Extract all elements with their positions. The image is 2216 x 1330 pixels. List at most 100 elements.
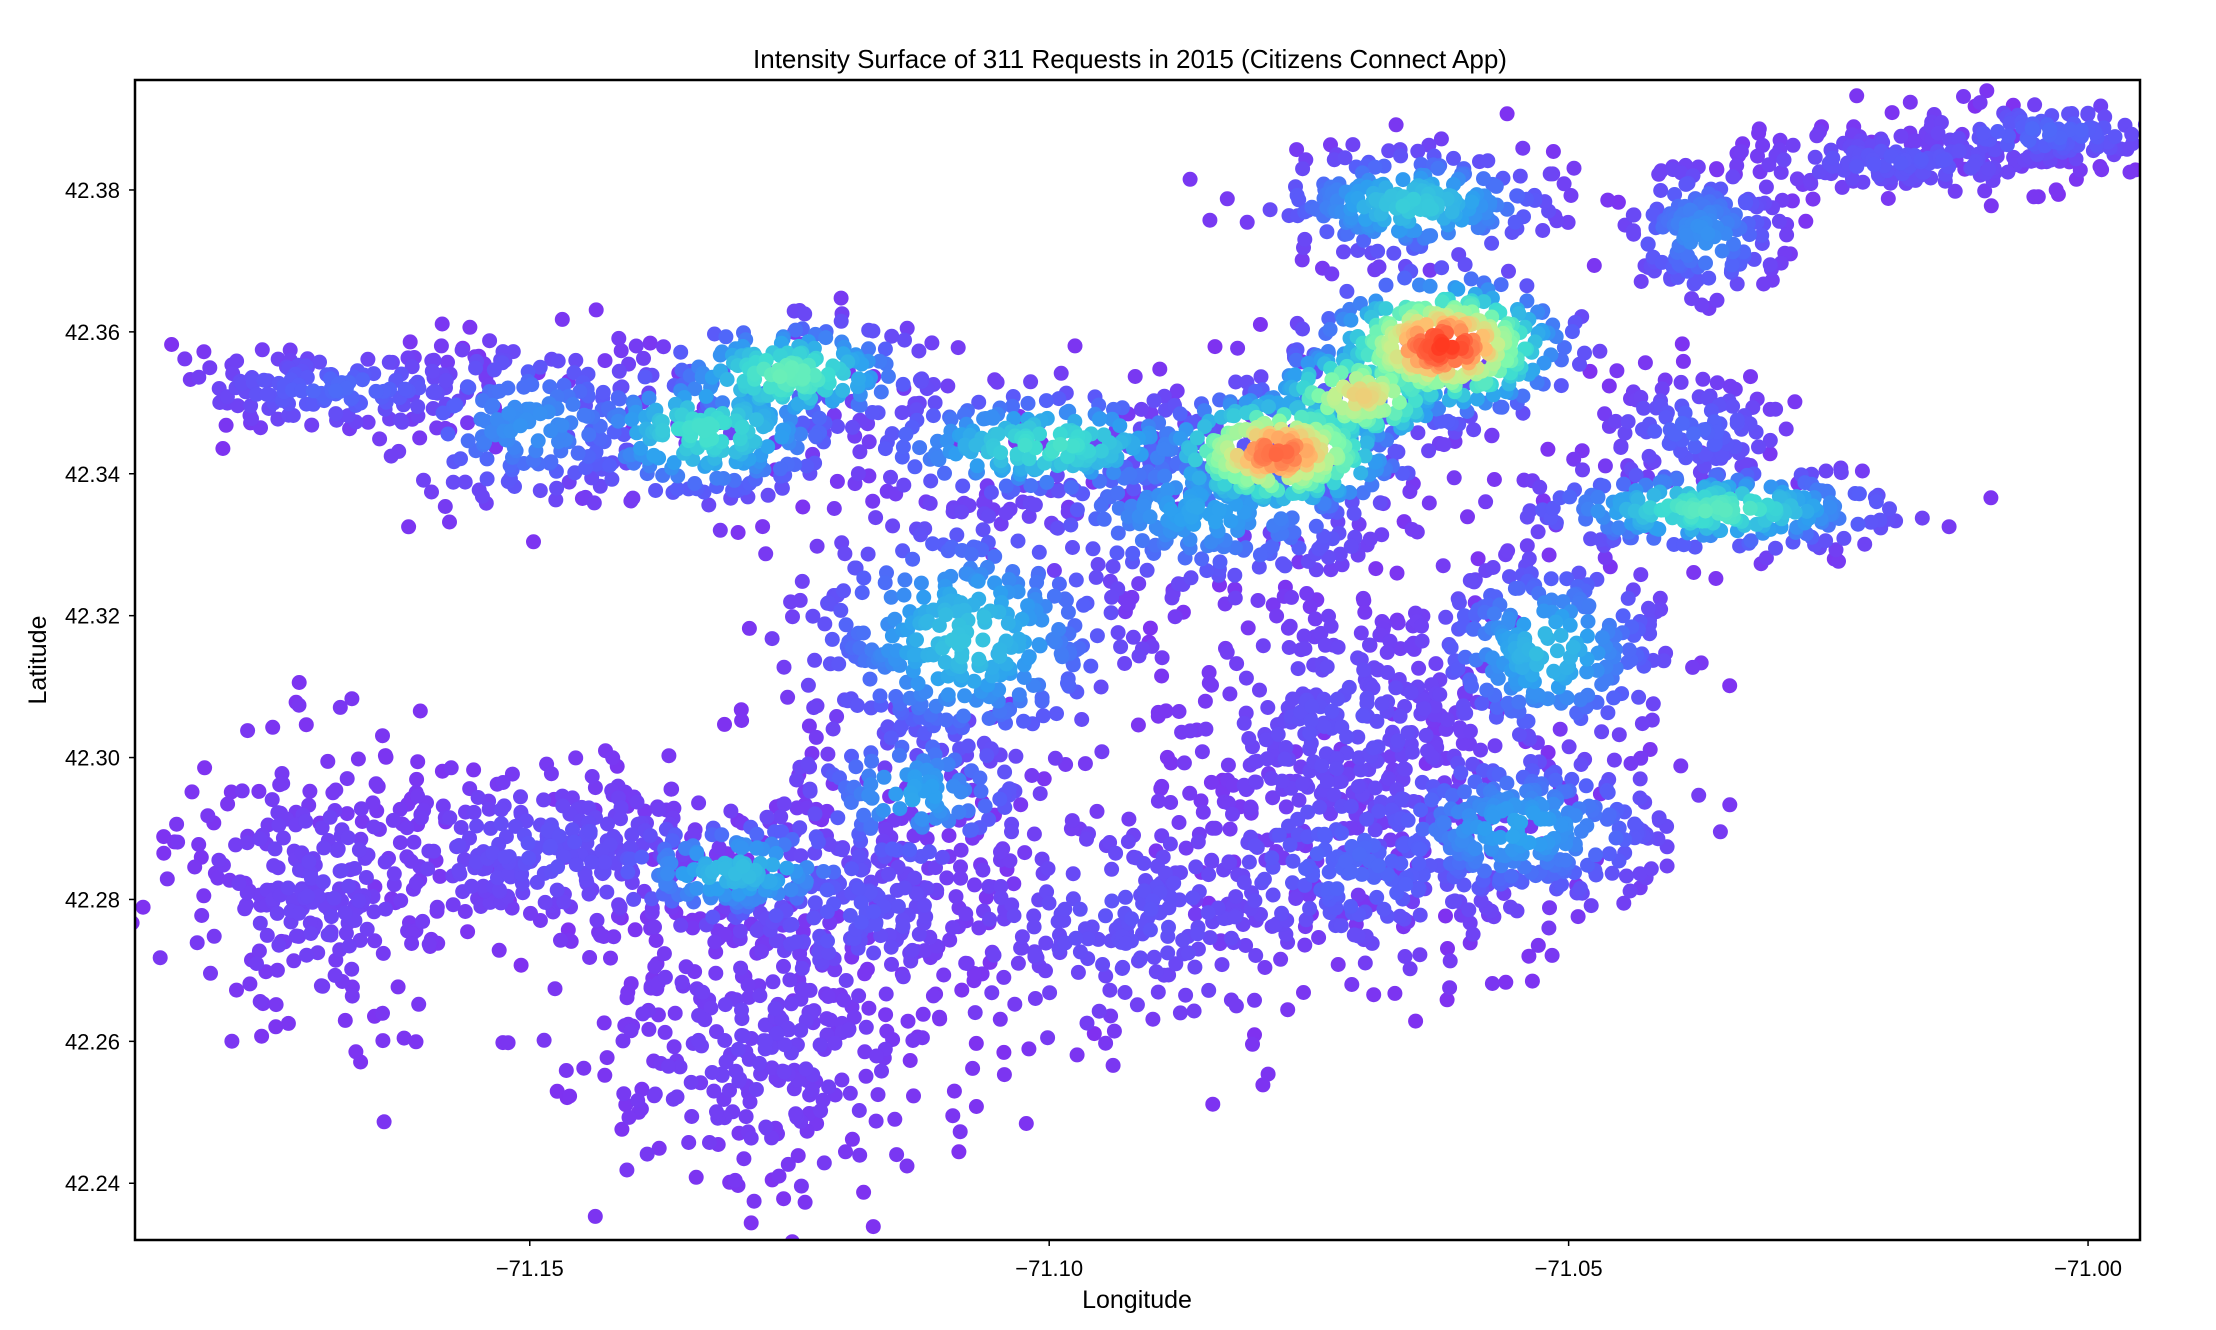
data-point	[820, 933, 835, 949]
data-point	[1369, 713, 1385, 729]
data-point	[1294, 252, 1310, 268]
data-point	[856, 570, 872, 586]
data-point	[876, 769, 892, 785]
data-point	[1372, 495, 1388, 511]
data-point	[953, 859, 968, 875]
data-point	[1112, 418, 1128, 434]
data-point	[587, 1208, 603, 1224]
data-point	[1089, 628, 1105, 644]
data-point	[897, 332, 912, 348]
data-point	[1415, 821, 1431, 837]
data-point	[1582, 363, 1598, 379]
data-point	[804, 1083, 820, 1098]
data-point	[1536, 603, 1552, 619]
data-point	[826, 501, 842, 516]
data-point	[543, 766, 559, 782]
data-point	[1773, 164, 1789, 180]
data-point	[829, 473, 845, 489]
data-point	[393, 893, 409, 909]
data-point	[434, 316, 450, 332]
data-point	[1201, 665, 1217, 680]
data-point	[1248, 774, 1264, 790]
data-point	[1152, 361, 1168, 377]
data-point	[808, 729, 824, 745]
data-point	[915, 1006, 931, 1022]
data-point	[674, 974, 690, 990]
data-point	[415, 913, 431, 929]
data-point	[722, 1082, 737, 1098]
data-point	[1374, 696, 1390, 712]
data-point	[717, 716, 732, 732]
data-point	[792, 592, 808, 608]
data-point	[1028, 947, 1044, 963]
data-point	[177, 351, 193, 367]
data-point	[1486, 472, 1502, 487]
data-point	[2161, 127, 2176, 142]
data-point	[1594, 724, 1610, 740]
data-point	[1586, 258, 1602, 273]
data-point	[504, 900, 520, 916]
data-point	[320, 753, 336, 769]
data-point	[1171, 704, 1187, 719]
data-point	[491, 882, 507, 898]
data-point	[866, 945, 882, 961]
data-point	[1434, 260, 1450, 276]
data-point	[2185, 117, 2200, 132]
data-point	[866, 904, 882, 920]
data-point	[666, 1039, 682, 1055]
data-point	[1521, 948, 1537, 964]
data-point	[2183, 172, 2198, 187]
data-point	[424, 484, 439, 500]
data-point	[825, 721, 841, 737]
data-point	[1370, 858, 1386, 874]
data-point	[1096, 511, 1112, 527]
data-point	[1381, 143, 1397, 159]
data-point	[1243, 799, 1259, 815]
data-point	[437, 499, 453, 514]
data-point	[1105, 559, 1121, 574]
data-point	[543, 423, 559, 439]
data-point	[252, 994, 268, 1009]
data-point	[1632, 771, 1648, 787]
data-point	[1653, 183, 1669, 198]
data-point	[1129, 997, 1145, 1013]
data-point	[1503, 899, 1518, 915]
data-point	[883, 469, 898, 485]
data-point	[1280, 1002, 1296, 1018]
data-point	[672, 1059, 688, 1075]
data-point	[1422, 262, 1438, 278]
data-point	[1552, 721, 1568, 737]
data-point	[1204, 852, 1220, 868]
data-point	[558, 1063, 574, 1078]
data-point	[1260, 1066, 1276, 1082]
data-point	[536, 1032, 552, 1048]
data-point	[774, 480, 790, 496]
data-point	[520, 835, 536, 851]
data-point	[231, 876, 247, 891]
data-point	[550, 859, 566, 875]
data-point	[793, 848, 809, 864]
data-point	[709, 470, 725, 486]
data-point	[404, 359, 420, 375]
data-point	[280, 1015, 296, 1031]
data-point	[1623, 756, 1639, 771]
data-point	[1421, 495, 1437, 511]
data-point	[1346, 927, 1362, 943]
data-point	[834, 842, 850, 858]
data-point	[1069, 502, 1085, 518]
data-point	[992, 1011, 1008, 1027]
data-point	[1172, 1005, 1188, 1021]
data-point	[940, 687, 956, 703]
data-point	[1577, 345, 1592, 361]
data-point	[855, 625, 871, 641]
data-point	[1026, 826, 1042, 842]
data-point	[1139, 562, 1155, 578]
data-point	[873, 384, 889, 400]
data-point	[597, 353, 613, 369]
data-point	[1131, 576, 1147, 592]
data-point	[1594, 630, 1610, 646]
data-point	[687, 476, 703, 491]
data-point	[1378, 277, 1394, 293]
data-point	[2144, 124, 2159, 139]
data-point	[1597, 550, 1613, 566]
